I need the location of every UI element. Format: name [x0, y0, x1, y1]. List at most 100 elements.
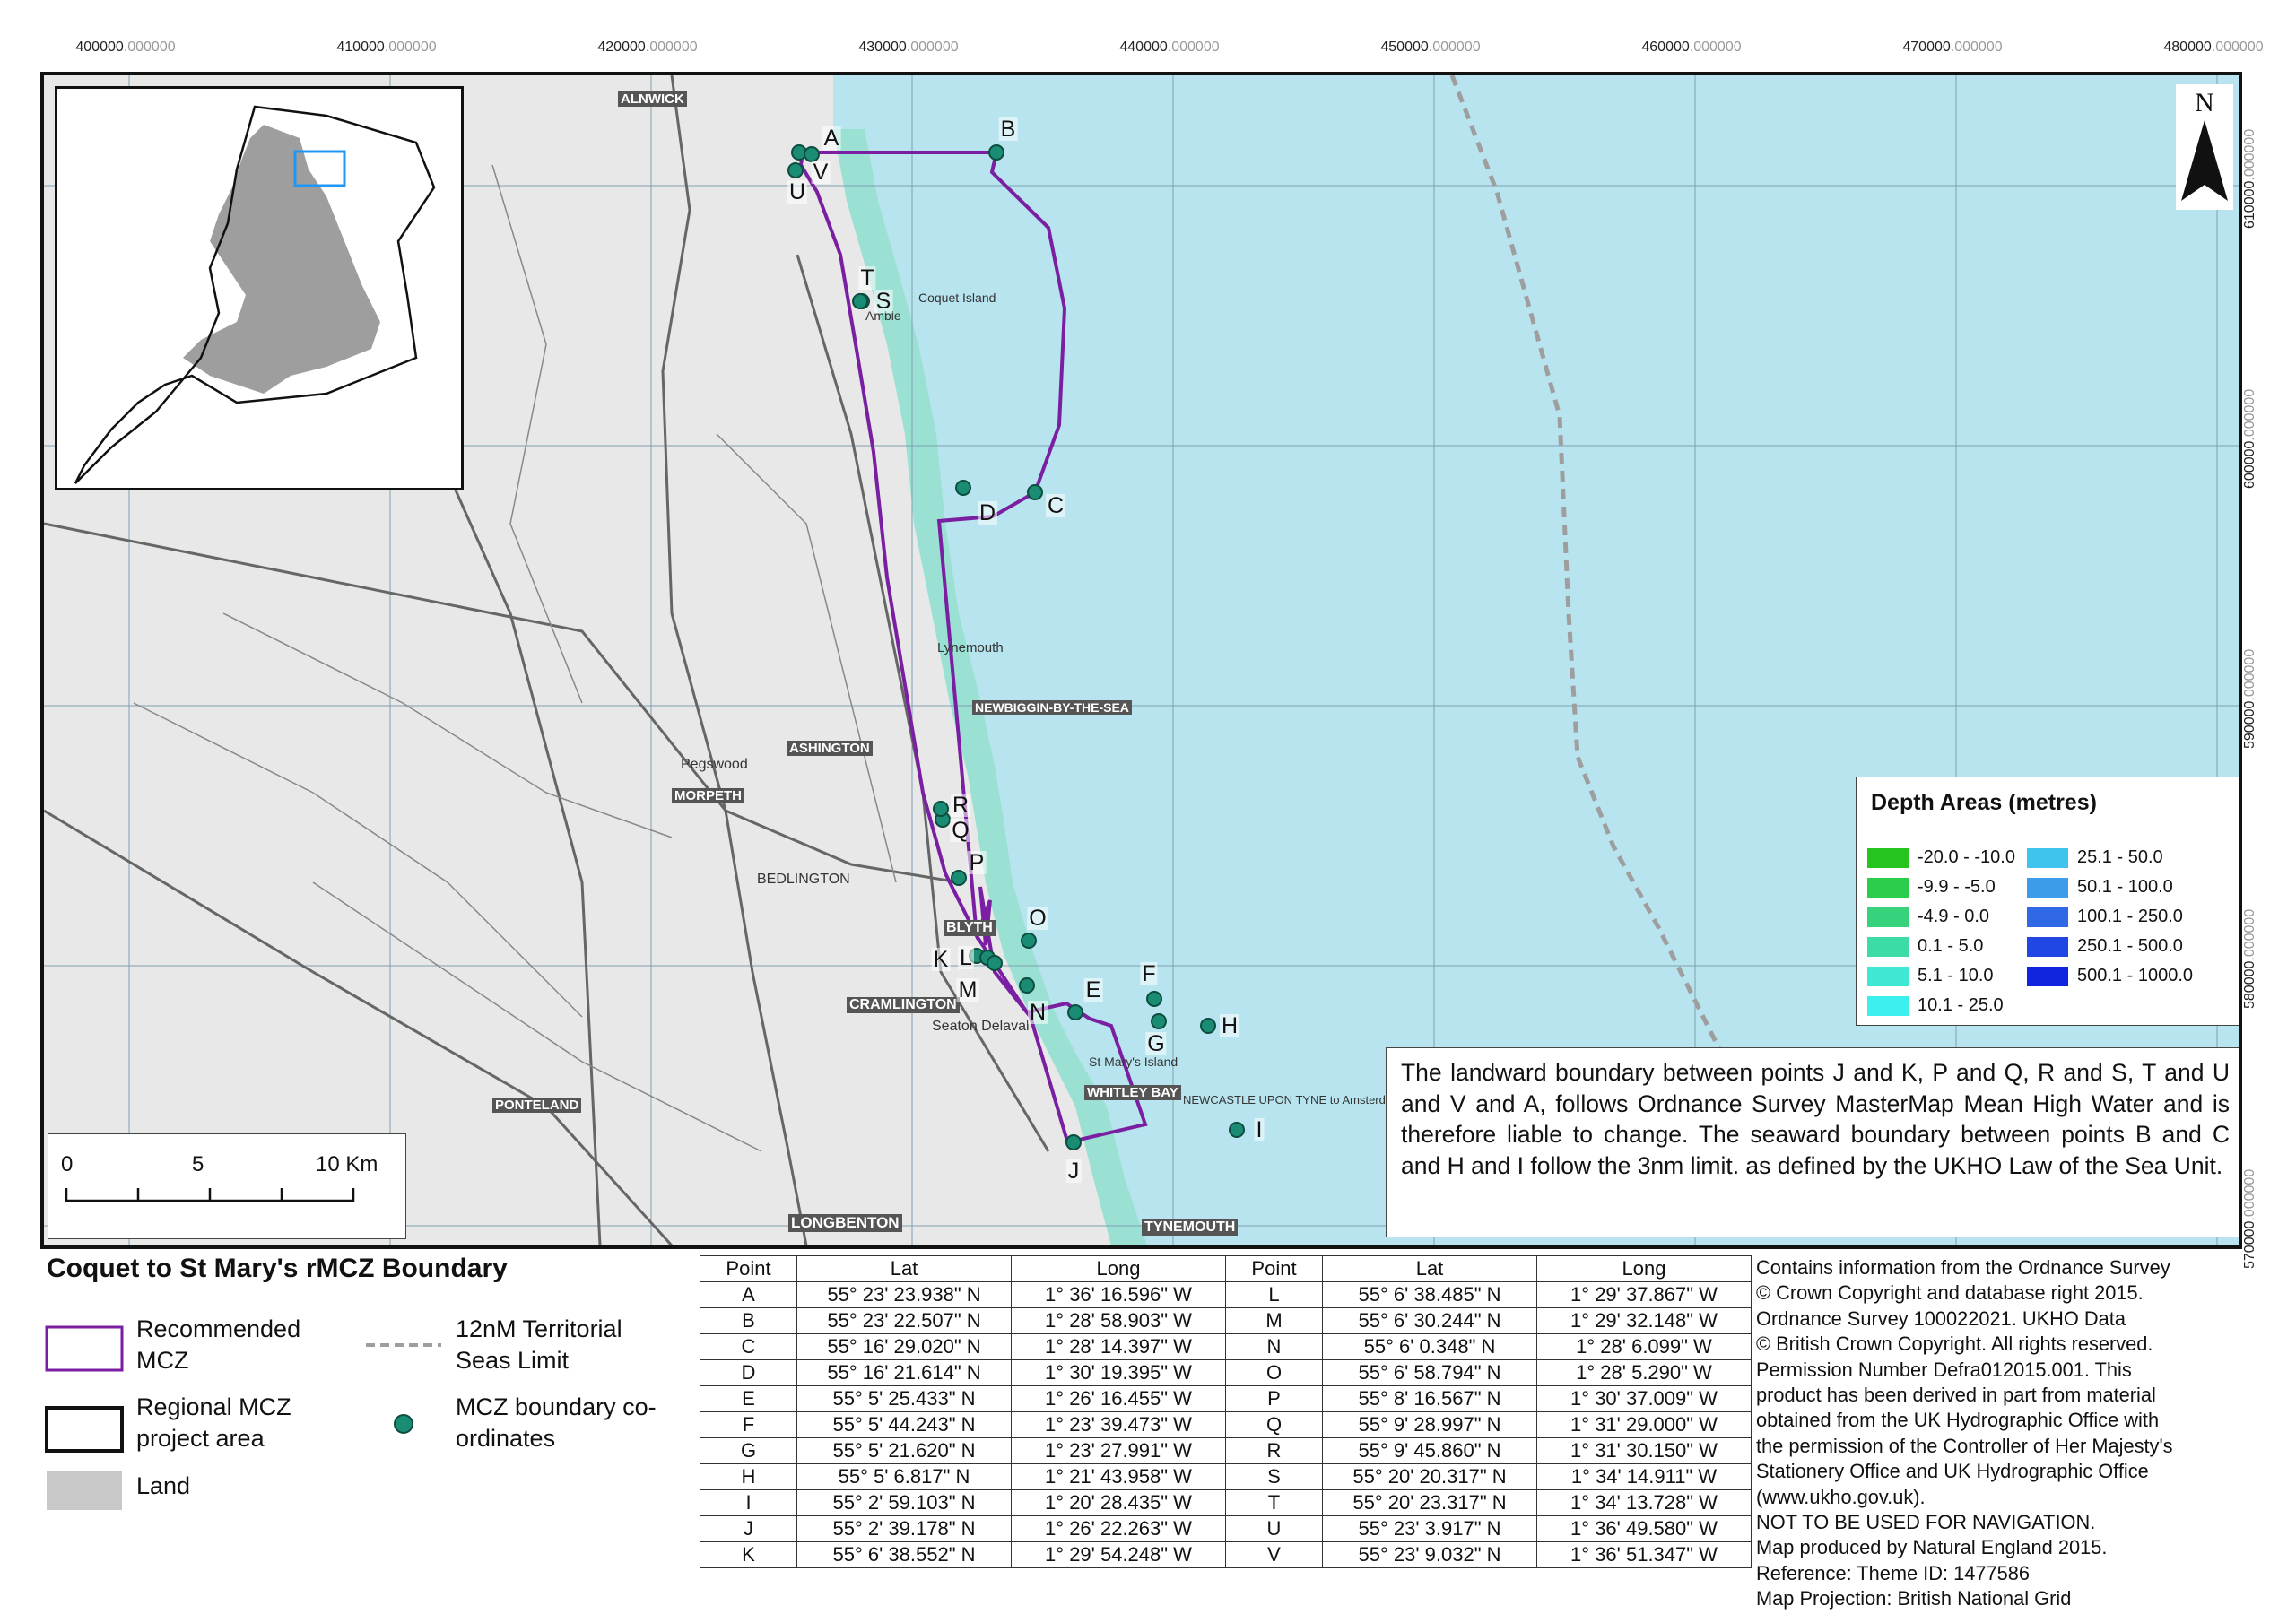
boundary-point-marker[interactable] [955, 480, 971, 496]
easting-label: 460000.000000 [1641, 39, 1741, 56]
depth-swatch [2027, 966, 2068, 986]
table-cell: 55° 23' 3.917" N [1322, 1515, 1537, 1542]
table-cell: T [1225, 1489, 1323, 1516]
table-cell: 1° 36' 16.596" W [1011, 1281, 1226, 1308]
table-cell: 1° 34' 14.911" W [1536, 1463, 1752, 1490]
legend-regional-label: Regional MCZ project area [136, 1393, 291, 1452]
easting-label: 420000.000000 [597, 39, 697, 56]
copyright-line: NOT TO BE USED FOR NAVIGATION. [1756, 1511, 2096, 1534]
easting-label: 440000.000000 [1119, 39, 1219, 56]
easting-value: 410000 [336, 39, 385, 55]
easting-fraction: .000000 [1428, 39, 1481, 55]
legend-land-swatch [47, 1471, 122, 1510]
table-cell: 1° 23' 39.473" W [1011, 1411, 1226, 1438]
scale-label-10: 10 Km [316, 1152, 378, 1176]
boundary-point-label: K [931, 947, 951, 972]
copyright-line: Stationery Office and UK Hydrographic Of… [1756, 1460, 2149, 1483]
copyright-line: Map Projection: British National Grid [1756, 1587, 2072, 1610]
copyright-line: Contains information from the Ordnance S… [1756, 1256, 2170, 1279]
table-cell: E [700, 1385, 797, 1412]
northing-fraction: .000000 [2242, 648, 2257, 701]
boundary-point-marker[interactable] [951, 870, 967, 886]
depth-legend-item: -9.9 - -5.0 [1867, 877, 1996, 900]
depth-range-label: -20.0 - -10.0 [1918, 847, 2015, 867]
place-label: TYNEMOUTH [1142, 1219, 1239, 1236]
boundary-point-marker[interactable] [1146, 991, 1162, 1007]
place-label: Seaton Delaval [932, 1019, 1030, 1034]
table-cell: 55° 5' 21.620" N [796, 1437, 1012, 1464]
north-arrow: N [2176, 84, 2233, 210]
table-cell: 55° 2' 59.103" N [796, 1489, 1012, 1516]
table-cell: 1° 29' 37.867" W [1536, 1281, 1752, 1308]
table-cell: 1° 31' 30.150" W [1536, 1437, 1752, 1464]
boundary-point-label: G [1145, 1031, 1167, 1056]
table-cell: B [700, 1307, 797, 1334]
boundary-point-label: M [956, 977, 979, 1002]
depth-swatch [2027, 877, 2068, 898]
boundary-point-marker[interactable] [1065, 1134, 1082, 1150]
table-row: J 55° 2' 39.178" N 1° 26' 22.263" W U 55° 23… [700, 1515, 1752, 1542]
table-row: A 55° 23' 23.938" N 1° 36' 16.596" W L 55° 6… [700, 1281, 1752, 1308]
boundary-point-marker[interactable] [787, 162, 804, 178]
depth-range-label: 500.1 - 1000.0 [2077, 966, 2193, 985]
depth-legend-item: 250.1 - 500.0 [2027, 936, 2183, 959]
table-cell: O [1225, 1359, 1323, 1386]
boundary-point-marker[interactable] [1200, 1018, 1216, 1034]
boundary-point-label: Q [950, 818, 971, 843]
copyright-line: Reference: Theme ID: 1477586 [1756, 1561, 2030, 1584]
easting-fraction: .000000 [123, 39, 176, 55]
boundary-point-label: U [787, 179, 808, 204]
boundary-point-marker[interactable] [1027, 484, 1043, 500]
table-cell: 1° 30' 37.009" W [1536, 1385, 1752, 1412]
boundary-point-label: R [950, 793, 971, 818]
minor-roads [133, 164, 897, 1152]
table-row: E 55° 5' 25.433" N 1° 26' 16.455" W P 55° 8'… [700, 1385, 1752, 1412]
table-cell: N [1225, 1333, 1323, 1360]
table-row: G 55° 5' 21.620" N 1° 23' 27.991" W R 55° 9'… [700, 1437, 1752, 1464]
table-cell: 55° 23' 9.032" N [1322, 1541, 1537, 1568]
place-label: MORPETH [672, 788, 744, 803]
easting-value: 450000 [1380, 39, 1429, 55]
copyright-line: product has been derived in part from ma… [1756, 1384, 2156, 1407]
place-label: Coquet Island [918, 291, 996, 305]
table-cell: J [700, 1515, 797, 1542]
northing-fraction: .000000 [2242, 1168, 2257, 1221]
table-cell: 55° 23' 23.938" N [796, 1281, 1012, 1308]
place-label: PONTELAND [492, 1098, 582, 1113]
boundary-point-marker[interactable] [1151, 1013, 1167, 1029]
table-cell: G [700, 1437, 797, 1464]
scale-label-0: 0 [61, 1152, 74, 1176]
boundary-point-marker[interactable] [988, 144, 1004, 161]
table-cell: S [1225, 1463, 1323, 1490]
easting-fraction: .000000 [2211, 39, 2264, 55]
boundary-point-marker[interactable] [933, 801, 949, 817]
table-cell: A [700, 1281, 797, 1308]
boundary-point-marker[interactable] [1067, 1004, 1083, 1020]
easting-fraction: .000000 [384, 39, 437, 55]
table-cell: L [1225, 1281, 1323, 1308]
table-cell: 1° 34' 13.728" W [1536, 1489, 1752, 1516]
place-label: St Mary's Island [1089, 1055, 1178, 1069]
table-row: B 55° 23' 22.507" N 1° 28' 58.903" W M 55° 6… [700, 1307, 1752, 1334]
easting-value: 460000 [1641, 39, 1690, 55]
table-cell: 55° 20' 23.317" N [1322, 1489, 1537, 1516]
table-cell: 1° 23' 27.991" W [1011, 1437, 1226, 1464]
northing-label: 580000.000000 [2242, 909, 2258, 1009]
boundary-point-marker[interactable] [1229, 1122, 1245, 1138]
boundary-point-marker[interactable] [1021, 933, 1037, 949]
boundary-point-marker[interactable] [1019, 977, 1035, 994]
depth-legend: Depth Areas (metres) -20.0 - -10.0 -9.9 -… [1856, 777, 2239, 1026]
table-cell: R [1225, 1437, 1323, 1464]
depth-swatch [1867, 966, 1909, 986]
copyright-line: Permission Number Defra012015.001. This [1756, 1358, 2132, 1381]
easting-value: 480000 [2163, 39, 2212, 55]
easting-label: 470000.000000 [1902, 39, 2002, 56]
boundary-point-marker[interactable] [987, 955, 1003, 971]
boundary-point-marker[interactable] [852, 293, 868, 309]
table-header-cell: Lat [796, 1255, 1012, 1282]
map-frame[interactable]: ALNWICK MORPETH ASHINGTON BLYTH CRAMLINGTON P… [40, 72, 2242, 1249]
depth-legend-item: 10.1 - 25.0 [1867, 995, 2004, 1019]
depth-swatch [1867, 995, 1909, 1016]
table-header-cell: Long [1011, 1255, 1226, 1282]
table-cell: 55° 9' 28.997" N [1322, 1411, 1537, 1438]
